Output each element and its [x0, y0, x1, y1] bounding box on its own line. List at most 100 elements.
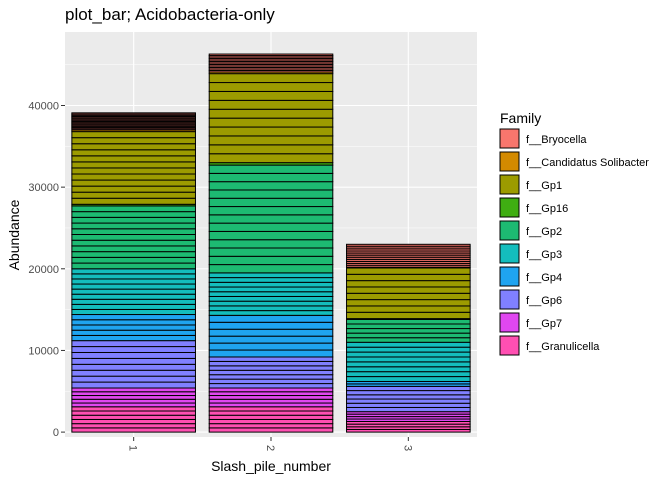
bar-segment: [346, 361, 471, 368]
bar-segment: [208, 164, 334, 174]
bar-segment: [208, 349, 334, 358]
legend-title: Family: [500, 110, 541, 126]
bar-segment: [71, 369, 196, 377]
y-tick-label: 40000: [28, 100, 59, 112]
bar-segment: [346, 280, 471, 288]
legend-entry-label: f__Bryocella: [526, 134, 587, 146]
bar-segment: [71, 216, 196, 224]
x-tick-label: 3: [401, 445, 413, 451]
bar-segment: [71, 402, 196, 408]
bar-segment: [208, 391, 334, 397]
bar-segment: [346, 286, 471, 294]
bar-segment: [71, 319, 196, 326]
bar-segment: [346, 356, 471, 363]
bar-segment: [208, 117, 334, 128]
bar-segment: [71, 308, 196, 316]
bar-segment: [71, 346, 196, 353]
y-tick-label: 0: [53, 427, 59, 439]
legend-swatch: [499, 243, 520, 264]
bar-segment: [71, 112, 196, 115]
bar-segment: [208, 82, 334, 92]
bar-segment: [346, 346, 471, 353]
x-axis-title: Slash_pile_number: [211, 458, 331, 474]
bar-segment: [208, 126, 334, 137]
bar-segment: [71, 283, 196, 290]
bar-segment: [208, 99, 334, 110]
bar-segment: [71, 131, 196, 139]
bar-segment: [208, 423, 334, 429]
bar-segment: [208, 264, 334, 274]
bars: [71, 53, 471, 433]
bar-segment: [71, 398, 196, 404]
bar-segment: [71, 245, 196, 253]
legend-swatch: [499, 174, 520, 195]
bar-segment: [208, 135, 334, 146]
bar-segment: [346, 243, 471, 247]
legend-swatch: [499, 266, 520, 287]
bar-segment: [208, 398, 334, 404]
bar-segment: [71, 298, 196, 305]
bar-segment: [71, 197, 196, 205]
x-axis: 1 2 3: [127, 437, 413, 451]
legend-entry-label: f__Gp6: [526, 295, 562, 307]
legend-entry-label: f__Candidatus Solibacter: [526, 157, 649, 169]
bar-segment: [71, 418, 196, 425]
bar-segment: [71, 410, 196, 416]
y-axis: 0 10000 20000 30000 40000: [28, 100, 65, 439]
bar-segment: [71, 375, 196, 383]
y-axis-title: Abundance: [6, 199, 22, 270]
legend-swatch: [499, 151, 520, 172]
bar-segment: [346, 267, 471, 275]
legend: Family f__Bryocella f__Candidatus Solibac…: [499, 110, 649, 356]
bar-segment: [71, 340, 196, 348]
bar-segment: [208, 53, 334, 57]
bar-segment: [208, 310, 334, 316]
legend-entry-label: f__Granulicella: [526, 341, 600, 353]
bar-segment: [71, 324, 196, 331]
bar-segment: [208, 247, 334, 257]
bar-segment: [208, 239, 334, 249]
bar-segment: [346, 337, 471, 343]
bar-segment: [346, 371, 471, 378]
bar-segment: [346, 323, 471, 330]
bar-segment: [71, 268, 196, 275]
bar-segment: [71, 363, 196, 371]
bar-segment: [71, 137, 196, 145]
bar-segment: [208, 365, 334, 371]
bar-segment: [71, 387, 196, 393]
bar-segment: [346, 328, 471, 334]
bar-segment: [346, 385, 471, 392]
bar-segment: [71, 406, 196, 412]
bar-segment: [208, 321, 334, 330]
bar-segment: [208, 418, 334, 425]
legend-swatch: [499, 335, 520, 356]
bar-segment: [208, 383, 334, 389]
bar-segment: [346, 390, 471, 396]
y-tick-label: 20000: [28, 264, 59, 276]
bar-segment: [71, 334, 196, 342]
bar-segment: [71, 239, 196, 247]
bar-segment: [346, 341, 471, 348]
legend-swatch: [499, 220, 520, 241]
legend-swatch: [499, 128, 520, 149]
bar-segment: [208, 300, 334, 307]
bar-segment: [71, 234, 196, 241]
bar-segment: [71, 211, 196, 218]
legend-entry-label: f__Gp1: [526, 180, 562, 192]
bar-segment: [208, 291, 334, 297]
bar-segment: [346, 351, 471, 358]
bar-segment: [71, 155, 196, 163]
bar-segment: [71, 423, 196, 429]
bar-segment: [208, 172, 334, 183]
bar-segment: [71, 273, 196, 280]
bar-segment: [71, 414, 196, 420]
legend-swatch: [499, 289, 520, 310]
bar-segment: [71, 161, 196, 169]
x-tick-label: 2: [264, 445, 276, 451]
bar-segment: [346, 292, 471, 301]
bar-segment: [71, 357, 196, 365]
y-tick-label: 30000: [28, 182, 59, 194]
bar-segment: [208, 255, 334, 266]
bar-segment: [208, 328, 334, 337]
bar-segment: [71, 173, 196, 181]
